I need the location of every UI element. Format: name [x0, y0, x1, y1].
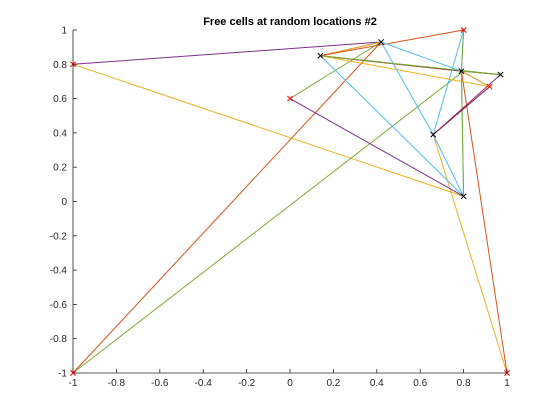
x-tick-label-2: -0.6 [151, 378, 169, 389]
y-tick-label-1: -0.8 [50, 334, 68, 345]
free-cell-marker-4 [287, 95, 293, 102]
x-tick-label-0: -1 [69, 378, 78, 389]
node-marker-3 [497, 71, 504, 78]
x-tick-label-1: -0.8 [108, 378, 126, 389]
free-cell-marker-3 [460, 27, 467, 33]
x-tick-label-5: 0 [287, 378, 293, 389]
y-tick-label-2: -0.6 [50, 300, 68, 311]
segment-line-22 [460, 70, 465, 197]
segment-line-5 [460, 70, 508, 374]
segments-layer [72, 29, 508, 374]
segment-line-10 [319, 29, 465, 57]
x-tick-label-10: 1 [504, 378, 510, 389]
y-tick-label-8: 0.6 [53, 94, 67, 105]
markers-layer [70, 27, 510, 376]
axes-layer: -1 -0.8 -0.6 -0.4 -0.2 0 0.2 0.4 0.6 0.8 1 -1 -0.8 -0… [50, 26, 510, 390]
y-tick-label-10: 1 [61, 26, 67, 37]
node-marker-5 [460, 193, 467, 200]
segment-line-28 [460, 70, 491, 88]
segment-line-11 [319, 55, 465, 197]
free-cell-marker-5 [486, 83, 493, 90]
x-tick-label-8: 0.6 [413, 378, 427, 389]
chart-title: Free cells at random locations #2 [203, 16, 377, 28]
node-marker-2 [458, 68, 465, 75]
segment-line-1 [72, 63, 465, 197]
segment-line-6 [289, 98, 465, 197]
x-tick-label-3: -0.4 [195, 378, 213, 389]
y-tick-label-4: -0.2 [50, 231, 68, 242]
node-marker-1 [317, 52, 324, 59]
segment-line-0 [72, 41, 382, 65]
segment-line-16 [380, 41, 462, 72]
segment-line-25 [432, 86, 491, 136]
segment-line-4 [432, 134, 508, 374]
segment-line-3 [72, 70, 465, 374]
segment-line-23 [432, 134, 465, 197]
x-tick-label-4: -0.2 [238, 378, 256, 389]
y-tick-label-3: -0.4 [50, 266, 68, 277]
segment-line-15 [319, 55, 501, 76]
segment-line-19 [432, 29, 465, 136]
y-tick-label-5: 0 [61, 197, 67, 208]
y-tick-label-6: 0.2 [53, 163, 67, 174]
segment-line-2 [72, 41, 382, 374]
x-tick-label-6: 0.2 [326, 378, 340, 389]
y-tick-label-9: 0.8 [53, 60, 67, 71]
x-tick-label-7: 0.4 [370, 378, 384, 389]
segment-line-29 [460, 70, 501, 76]
y-tick-label-0: -1 [58, 369, 67, 380]
segment-line-20 [460, 29, 465, 72]
x-tick-label-9: 0.8 [457, 378, 471, 389]
y-tick-label-7: 0.4 [53, 128, 67, 139]
segment-line-17 [380, 41, 434, 136]
node-marker-4 [430, 131, 437, 138]
node-marker-0 [378, 39, 385, 45]
